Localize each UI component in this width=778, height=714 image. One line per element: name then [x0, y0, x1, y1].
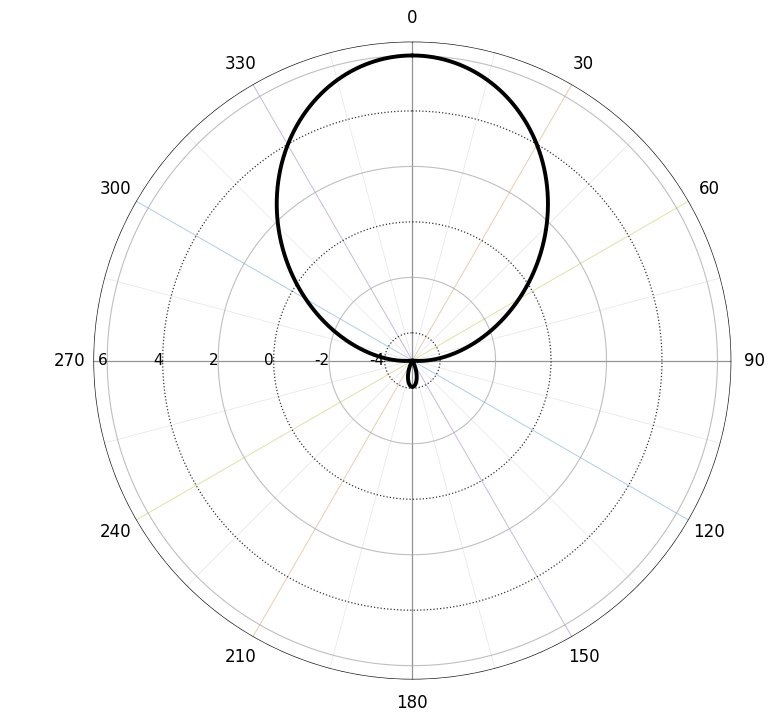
Text: 2: 2	[209, 353, 218, 368]
Text: -4: -4	[370, 353, 384, 368]
Text: -2: -2	[314, 353, 329, 368]
Text: 0: 0	[264, 353, 274, 368]
Text: 6: 6	[97, 353, 107, 368]
Text: 4: 4	[153, 353, 163, 368]
